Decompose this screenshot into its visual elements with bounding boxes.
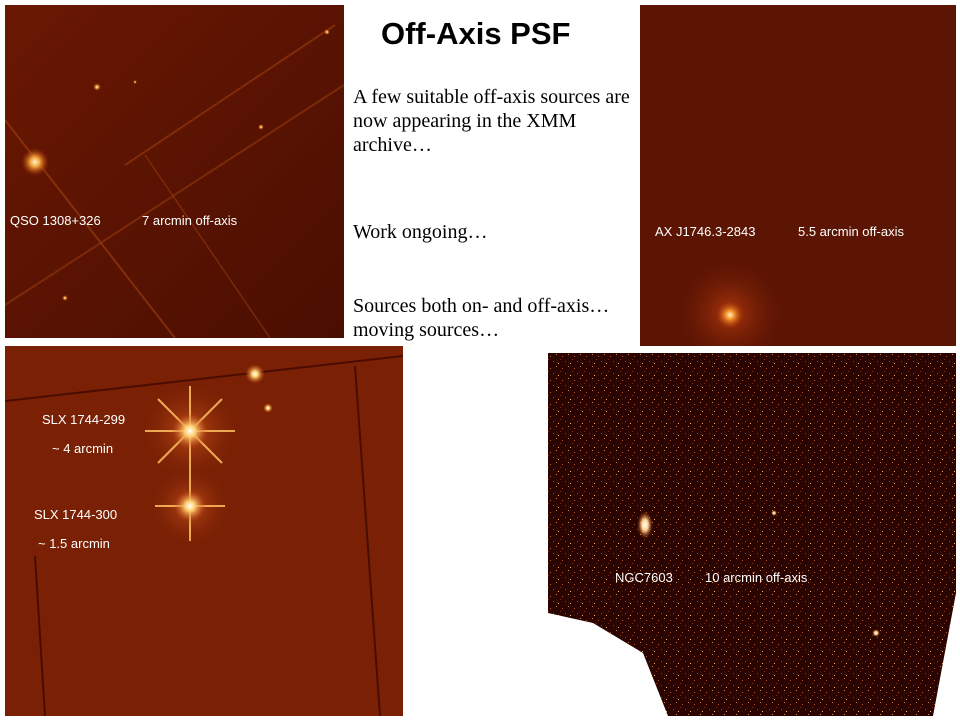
- qso-source: [21, 148, 49, 176]
- slx-300-caption-offaxis: ~ 1.5 arcmin: [38, 536, 110, 551]
- ngc-caption-name: NGC7603: [615, 570, 673, 585]
- paragraph-sources: Sources both on- and off-axis… moving so…: [353, 295, 610, 341]
- image-panel-slx: SLX 1744-299 ~ 4 arcmin SLX 1744-300 ~ 1…: [5, 346, 403, 716]
- image-panel-ngc: NGC7603 10 arcmin off-axis: [548, 353, 956, 716]
- qso-caption-name: QSO 1308+326: [10, 213, 101, 228]
- image-panel-axj: AX J1746.3-2843 5.5 arcmin off-axis: [640, 5, 956, 346]
- slide-title: Off-Axis PSF: [381, 16, 571, 51]
- slx-300-caption-name: SLX 1744-300: [34, 507, 118, 522]
- slx-299-caption-name: SLX 1744-299: [42, 412, 126, 427]
- qso-xray-image: [5, 5, 344, 338]
- slx-299-caption-offaxis: ~ 4 arcmin: [52, 441, 114, 456]
- image-panel-qso: QSO 1308+326 7 arcmin off-axis: [5, 5, 344, 338]
- paragraph-work-ongoing: Work ongoing…: [353, 221, 488, 243]
- paragraph-archive: A few suitable off-axis sources are now …: [353, 86, 630, 156]
- axj-source: [716, 301, 744, 329]
- ngc-caption-offaxis: 10 arcmin off-axis: [705, 570, 808, 585]
- slx-299-source: [172, 413, 208, 449]
- axj-caption-offaxis: 5.5 arcmin off-axis: [798, 224, 904, 239]
- slx-300-source: [174, 490, 206, 522]
- ngc-xray-image: [548, 353, 956, 716]
- qso-caption-offaxis: 7 arcmin off-axis: [142, 213, 238, 228]
- slx-xray-image: [5, 346, 403, 716]
- axj-caption-name: AX J1746.3-2843: [655, 224, 756, 239]
- axj-xray-image: [640, 5, 956, 346]
- ngc-source: [637, 511, 653, 539]
